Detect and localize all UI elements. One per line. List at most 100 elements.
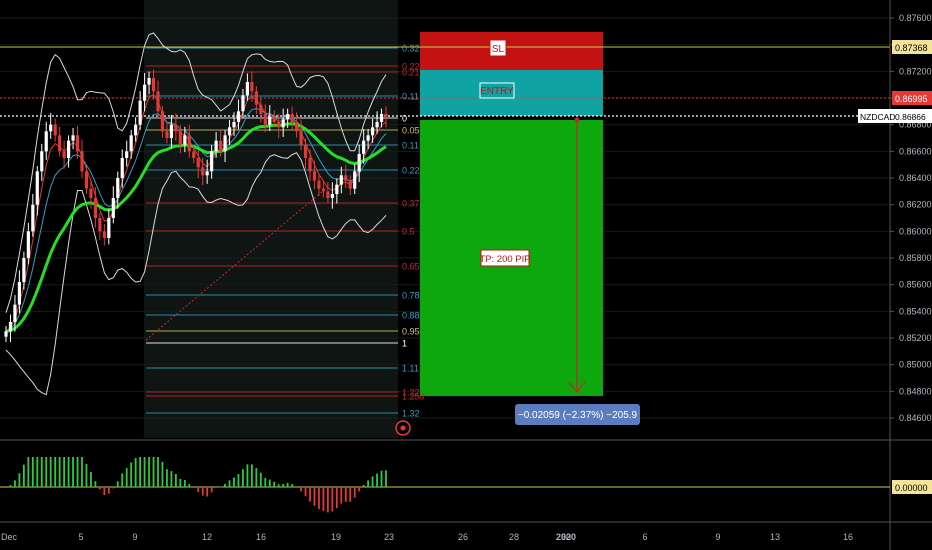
fib-level-label: 1.32 (402, 409, 420, 419)
fib-level-label: 0.11 (402, 92, 419, 102)
candle-body (272, 116, 276, 122)
candle-body (75, 135, 80, 152)
candle-body (147, 78, 151, 85)
candle-body (281, 119, 285, 128)
oscillator-bar (380, 470, 383, 487)
candle-body (357, 154, 361, 172)
candle-body (129, 135, 133, 152)
oscillator-bar (322, 487, 325, 511)
entry-label[interactable]: ENTRY (479, 82, 515, 99)
candle-body (138, 100, 142, 125)
candle-body (8, 322, 13, 332)
time-tick-label: 16 (256, 532, 266, 542)
candle-body (236, 111, 241, 122)
candle-body (205, 171, 209, 176)
oscillator-bar (90, 472, 92, 487)
time-tick-label: 23 (384, 532, 394, 542)
price-tick-label: 0.86000 (899, 226, 932, 236)
candle-body (317, 180, 321, 189)
candle-body (26, 231, 30, 258)
oscillator-bar (14, 480, 16, 487)
oscillator-bar (27, 457, 30, 487)
time-tick-label: 9 (132, 532, 137, 542)
svg-text:NZDCAD: NZDCAD (860, 112, 895, 122)
oscillator-bar (304, 487, 307, 497)
candle-body (232, 122, 236, 128)
price-tick-label: 0.84600 (899, 413, 932, 423)
bollinger-lower (5, 152, 387, 396)
oscillator-bar (188, 484, 191, 487)
oscillator-bar (326, 487, 329, 513)
bollinger-upper (5, 32, 387, 313)
oscillator-bar (255, 468, 258, 487)
oscillator-bar (179, 478, 182, 487)
candle-body (227, 127, 232, 136)
candle-body (312, 171, 317, 181)
svg-text:0.00000: 0.00000 (895, 483, 928, 493)
oscillator-bar (233, 477, 235, 487)
oscillator-bar (166, 469, 168, 487)
oscillator-bar (45, 457, 48, 487)
sl-label[interactable]: SL (489, 39, 507, 57)
oscillator-bar (385, 470, 387, 487)
oscillator-bar (344, 487, 347, 502)
candle-body (13, 304, 17, 322)
svg-text:ENTRY: ENTRY (480, 86, 514, 97)
price-tick-label: 0.86400 (899, 173, 932, 183)
oscillator-bar (340, 487, 343, 504)
time-tick-label: 19 (331, 532, 341, 542)
time-tick-label: 6 (642, 532, 647, 542)
candle-body (353, 171, 357, 189)
oscillator-bar (335, 487, 338, 509)
candle-body (116, 178, 120, 198)
fib-level-label: 0.32 (402, 44, 420, 54)
oscillator-bar (358, 487, 361, 492)
candle-body (308, 158, 312, 172)
candlesticks (4, 69, 388, 342)
oscillator-bar (103, 487, 106, 496)
oscillator-bar (309, 487, 311, 502)
candle-body (218, 140, 223, 152)
candle-body (44, 131, 48, 152)
candle-body (134, 124, 138, 136)
current-price-badge: 0.86995 (892, 91, 932, 105)
oscillator-bar (161, 461, 164, 487)
fib-level-label: 1.22 (402, 388, 420, 398)
oscillator-bar (250, 464, 253, 487)
measure-arrow-head (568, 381, 586, 394)
fib-level-label: 1.258 (402, 392, 425, 402)
candle-body (80, 151, 84, 172)
oscillator-bar (58, 457, 61, 487)
oscillator-bar (54, 457, 57, 487)
candle-body (303, 144, 308, 158)
measure-anchor[interactable] (574, 117, 580, 123)
oscillator-histogram (9, 457, 387, 513)
stop-loss-zone[interactable] (420, 32, 603, 70)
candle-body (93, 198, 98, 218)
candle-body (277, 122, 281, 128)
oscillator-bar (197, 487, 200, 492)
candle-body (165, 131, 169, 138)
candle-body (22, 258, 26, 282)
tp-label[interactable]: TP: 200 PIP (479, 249, 531, 267)
time-tick-label: 2020 (556, 532, 576, 542)
oscillator-bar (273, 481, 276, 487)
candle-body (40, 151, 44, 172)
price-tick-label: 0.85800 (899, 253, 932, 263)
time-tick-label: 26 (458, 532, 468, 542)
price-tick-label: 0.84800 (899, 386, 932, 396)
oscillator-bar (125, 468, 128, 487)
price-tick-label: 0.85200 (899, 333, 932, 343)
candle-body (335, 184, 339, 194)
price-tick-label: 0.87200 (899, 66, 932, 76)
alert-icon[interactable] (395, 420, 411, 436)
candle-body (326, 191, 330, 198)
price-tick-label: 0.85000 (899, 360, 932, 370)
oscillator-bar (107, 487, 110, 494)
oscillator-bar (9, 485, 12, 487)
candle-body (344, 175, 348, 181)
oscillator-bar (246, 464, 249, 487)
svg-text:TP: 200 PIP: TP: 200 PIP (479, 254, 530, 265)
